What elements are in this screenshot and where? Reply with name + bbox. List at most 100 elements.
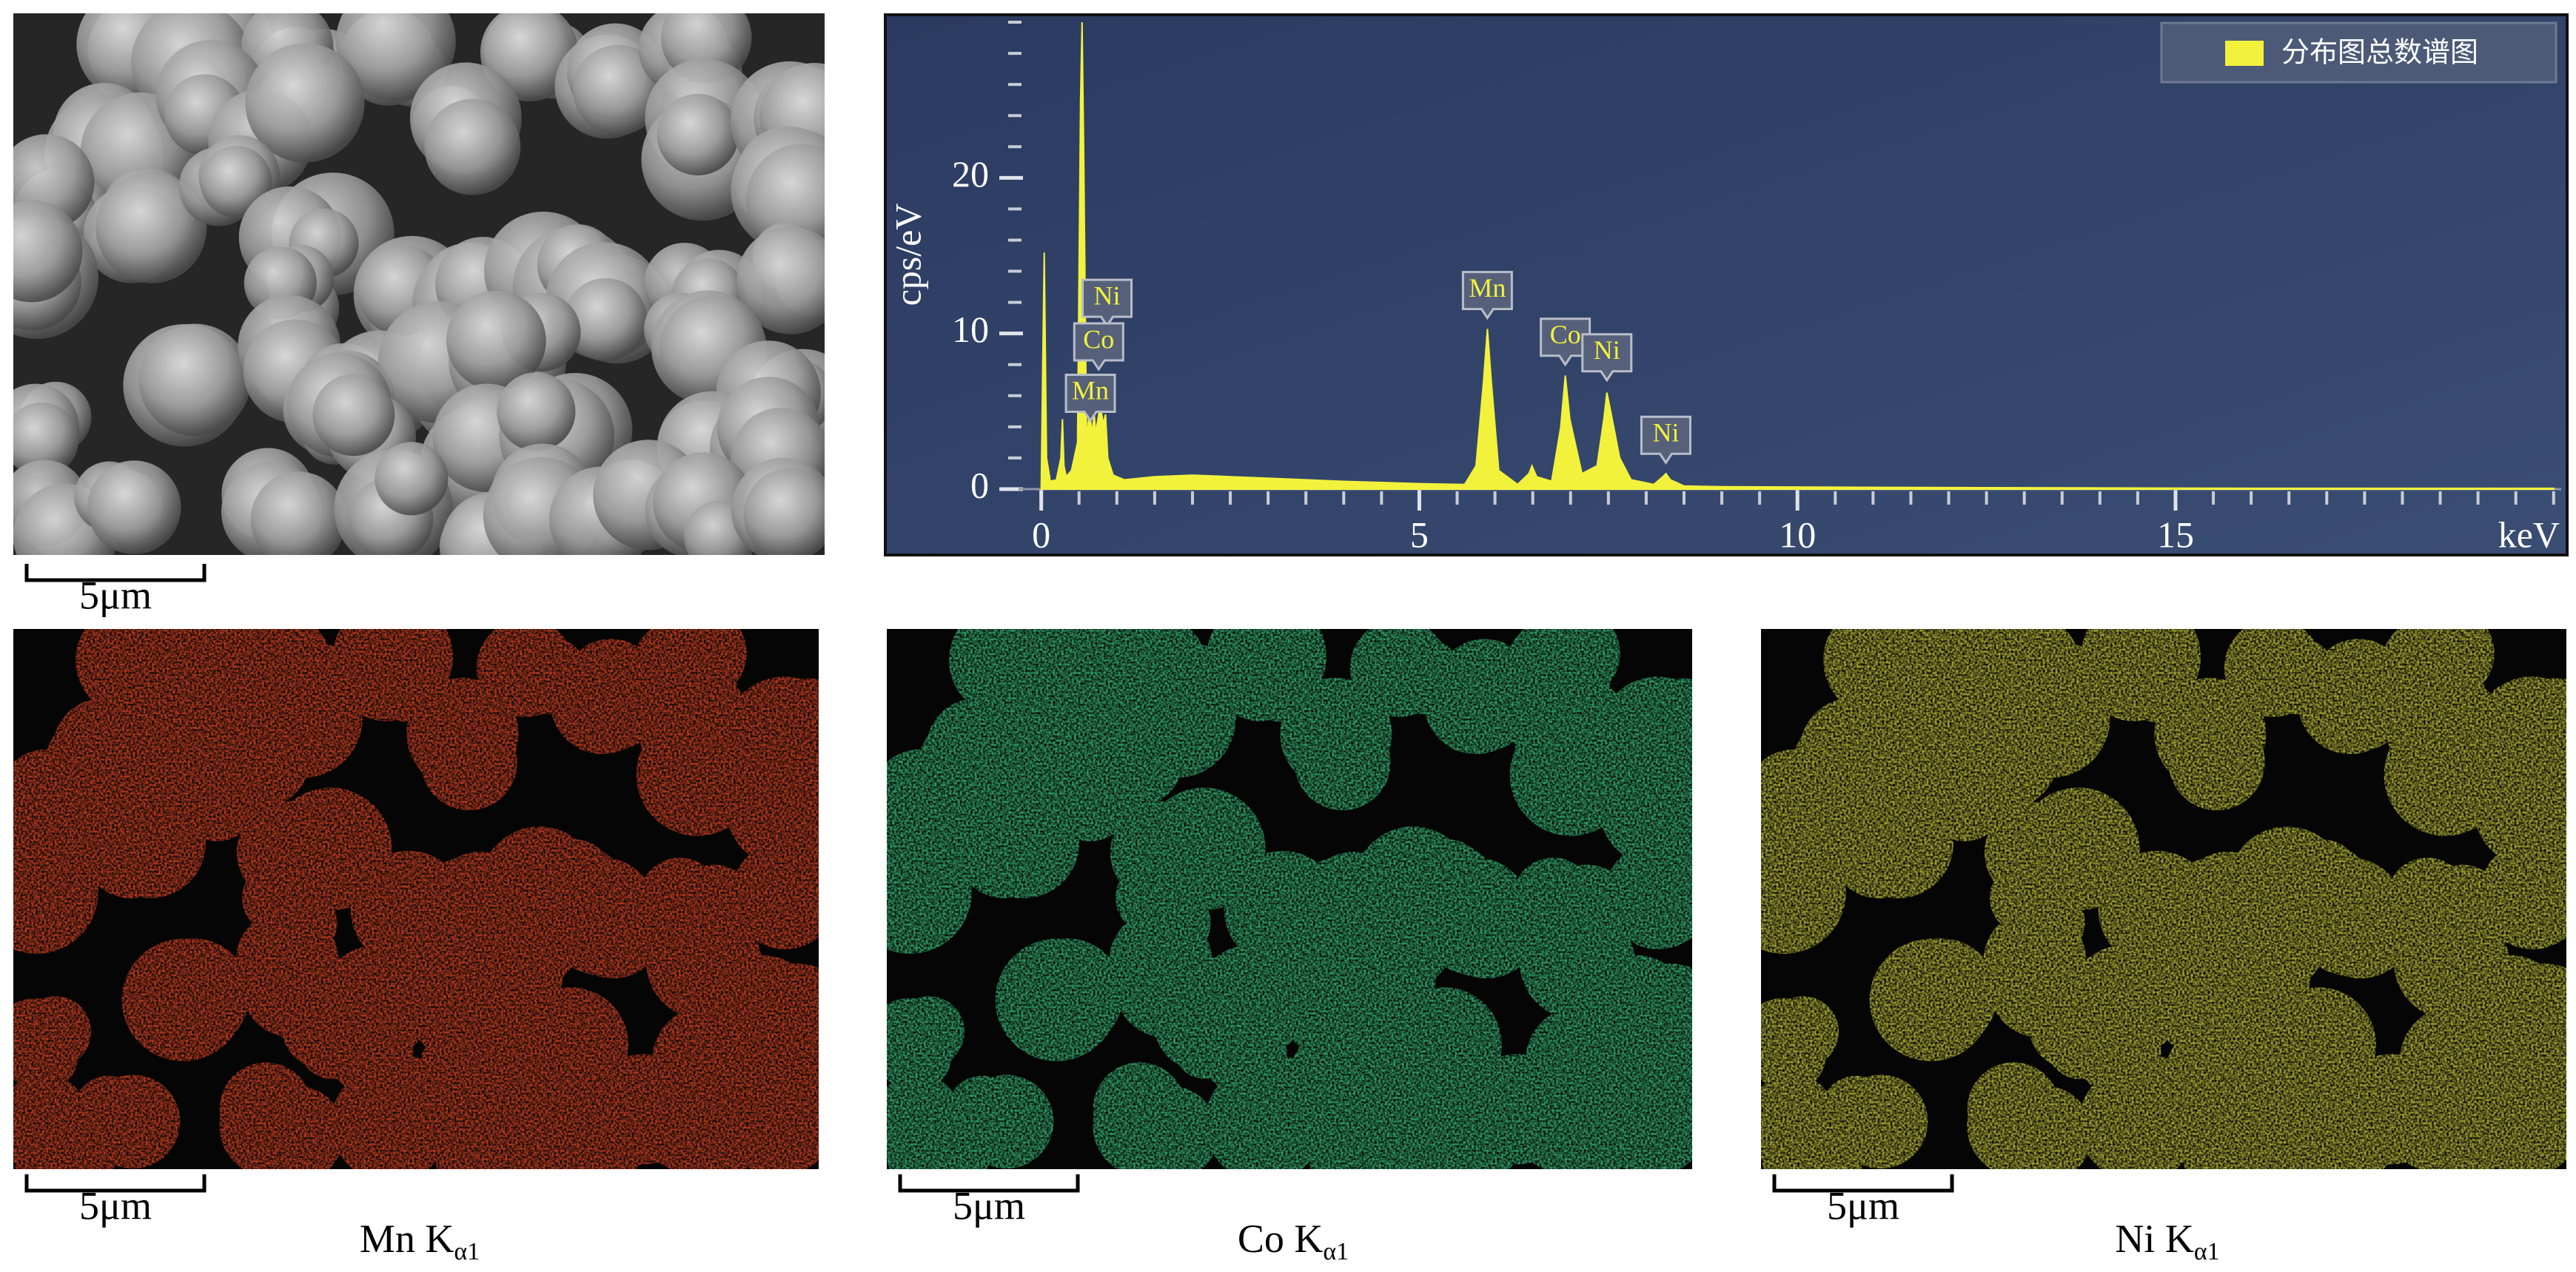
scale-bar [24, 1174, 207, 1193]
map-particles [887, 629, 1692, 1169]
map-element: Ni K [2115, 1217, 2194, 1261]
particle [335, 13, 456, 101]
x-tick-label: 0 [1032, 514, 1050, 555]
map-particles [1761, 629, 2566, 1169]
map-subscript: α1 [1323, 1238, 1349, 1265]
map-particle [2478, 841, 2566, 949]
map-particle [2058, 988, 2140, 1071]
map-particle [651, 709, 734, 791]
particle [87, 460, 181, 555]
map-element: Mn K [360, 1217, 455, 1261]
map-particle [1116, 658, 1236, 778]
peak-label-box [1581, 333, 1633, 383]
map-particle [560, 892, 643, 976]
map-particle [1245, 1056, 1319, 1130]
y-tick-label: 0 [970, 464, 989, 505]
map-particle [568, 660, 659, 751]
map-particle [137, 938, 250, 1051]
map-particle [1294, 714, 1391, 811]
map-particle [94, 787, 206, 899]
map-particle [1010, 938, 1124, 1051]
particle [95, 172, 207, 283]
x-tick-label: 5 [1410, 514, 1429, 555]
peak-label-box [1540, 317, 1591, 367]
map-particle [1990, 658, 2110, 778]
map-particle [2168, 714, 2265, 811]
map-particle [86, 1074, 181, 1169]
peak-label-box [1073, 322, 1124, 371]
particle [312, 374, 395, 457]
map-label: Mn Kα1 [360, 1217, 480, 1265]
legend-swatch [2225, 41, 2264, 66]
scale-bar [898, 1174, 1080, 1193]
map-particle [2190, 905, 2290, 1006]
peak-label: Ni [1594, 335, 1620, 365]
map-particle [1604, 841, 1692, 949]
map-particle [1611, 1083, 1692, 1169]
scale-bar [1772, 1174, 1954, 1193]
particle [497, 372, 576, 451]
map-particle [2119, 1056, 2193, 1130]
scale-bar [24, 564, 207, 582]
map-particle [13, 1017, 79, 1092]
y-tick-label: 20 [952, 153, 989, 195]
map-particle [248, 1086, 345, 1169]
map-label: Co Kα1 [1238, 1217, 1349, 1265]
map-particle [2486, 1083, 2566, 1169]
scale-bar-label: 5μm [953, 1183, 1025, 1228]
scale-bar-label: 5μm [79, 1183, 152, 1228]
map-particle [1885, 938, 1998, 1051]
map-particle [1842, 787, 1953, 899]
particle [657, 93, 739, 176]
map-particle [1184, 988, 1266, 1071]
map-particle [1761, 1017, 1827, 1092]
map-label: Ni Kα1 [2115, 1217, 2219, 1265]
particle [424, 98, 521, 195]
particle [250, 471, 347, 555]
spectrum-area [1040, 21, 2555, 490]
x-tick-label: 15 [2157, 514, 2194, 555]
map-particle [1834, 1074, 1928, 1169]
particle [138, 323, 252, 437]
particle [13, 402, 79, 477]
particle [743, 468, 825, 555]
particle [564, 277, 648, 362]
map-particle [198, 761, 271, 833]
map-particle [420, 714, 517, 811]
map-particle [310, 988, 392, 1071]
map-particle [1316, 905, 1416, 1006]
map-particle [959, 1074, 1054, 1169]
map-particle [13, 815, 83, 918]
particle [13, 200, 83, 303]
y-tick-label: 10 [952, 309, 989, 350]
peak-label: Mn [1469, 273, 1506, 303]
map-subscript: α1 [454, 1238, 480, 1265]
peak-label-box [1640, 415, 1691, 465]
legend-label: 分布图总数谱图 [2281, 36, 2478, 69]
map-particle [1996, 1086, 2093, 1169]
peak-label: Co [1083, 324, 1114, 354]
map-particles [13, 629, 819, 1169]
x-tick-label: 10 [1779, 514, 1816, 555]
particle [446, 290, 546, 391]
map-particle [243, 658, 363, 778]
sem-particles [13, 13, 825, 555]
particle [245, 43, 365, 163]
map-particle [2307, 892, 2391, 976]
peak-label-box [1461, 271, 1513, 320]
map-particle [967, 787, 1079, 899]
map-particle [1072, 761, 1144, 833]
peak-label-box [1081, 278, 1133, 328]
map-particle [731, 841, 819, 949]
particle [572, 44, 663, 135]
peak-label: Ni [1652, 418, 1679, 448]
map-particle [1525, 709, 1608, 791]
map-particle [372, 1056, 446, 1130]
map-particle [887, 1017, 953, 1092]
peak-label: Mn [1072, 376, 1109, 406]
map-particle [2315, 660, 2406, 751]
spectrum-panel [884, 13, 2569, 556]
scale-bar-label: 5μm [1827, 1183, 1899, 1228]
map-particle [1366, 986, 1446, 1066]
